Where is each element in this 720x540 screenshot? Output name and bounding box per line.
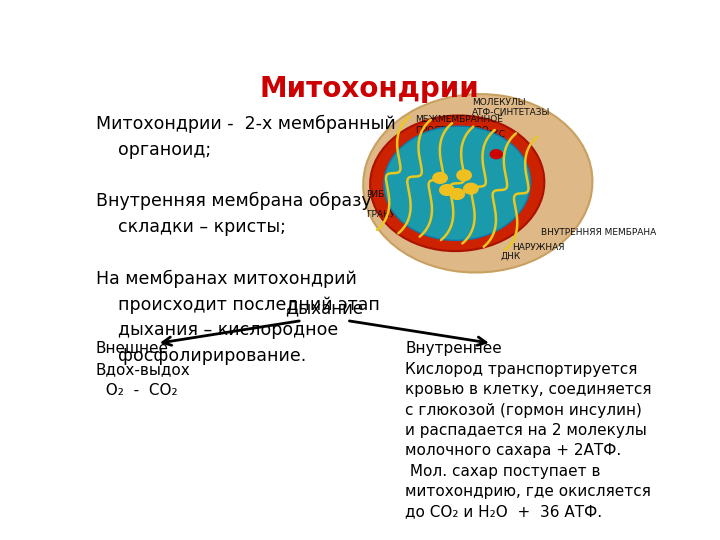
Text: ВНУТРЕННЯЯ МЕМБРАНА: ВНУТРЕННЯЯ МЕМБРАНА — [541, 228, 656, 237]
Circle shape — [450, 188, 464, 199]
Text: КРИСТЫ: КРИСТЫ — [403, 165, 441, 174]
Circle shape — [464, 183, 478, 194]
Text: Митохондрии: Митохондрии — [259, 75, 479, 103]
Circle shape — [457, 170, 472, 180]
Ellipse shape — [370, 116, 544, 251]
Text: МЕЖМЕМБРАННОЕ
ПРОСТРАНСТВО: МЕЖМЕМБРАННОЕ ПРОСТРАНСТВО — [415, 116, 503, 135]
Circle shape — [440, 185, 454, 195]
Text: НАРУЖНАЯ: НАРУЖНАЯ — [512, 243, 564, 252]
Text: ГРАНУЛЫ: ГРАНУЛЫ — [366, 210, 410, 219]
Text: Внутреннее
Кислород транспортируется
кровью в клетку, соединяется
с глюкозой (го: Внутреннее Кислород транспортируется кро… — [405, 341, 652, 519]
Text: Внешнее
Вдох-выдох
  O₂  -  CO₂: Внешнее Вдох-выдох O₂ - CO₂ — [96, 341, 190, 399]
Text: РИБОСОМЫ: РИБОСОМЫ — [366, 190, 420, 199]
Ellipse shape — [384, 126, 531, 240]
Text: Дыхание: Дыхание — [285, 299, 364, 317]
Circle shape — [433, 173, 447, 183]
Circle shape — [490, 150, 503, 159]
Text: ДНК: ДНК — [500, 252, 521, 261]
Ellipse shape — [363, 94, 593, 273]
Text: МОЛЕКУЛЫ
АТФ-СИНТЕТАЗЫ: МОЛЕКУЛЫ АТФ-СИНТЕТАЗЫ — [472, 98, 551, 117]
Text: Митохондрии -  2-х мембранный
    органоид;

Внутренняя мембрана образует
    ск: Митохондрии - 2-х мембранный органоид; В… — [96, 114, 395, 365]
Text: МАТРИКС: МАТРИКС — [461, 130, 505, 139]
